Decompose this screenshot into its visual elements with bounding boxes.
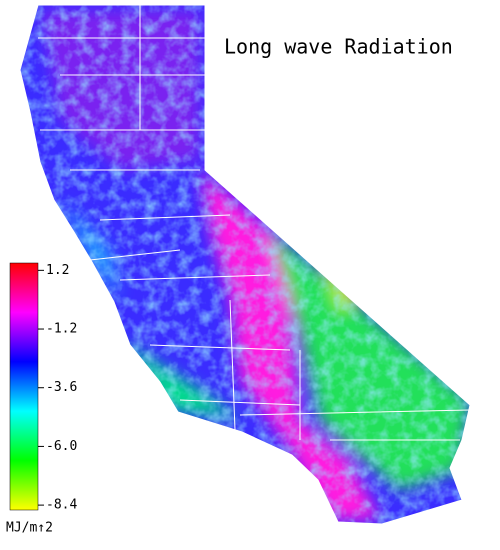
map-title: Long wave Radiation	[224, 35, 453, 59]
state-outline	[19, 4, 471, 525]
tick-label: 1.2	[46, 263, 69, 278]
county-lines	[38, 5, 470, 441]
colorbar-unit: MJ/m↑2	[6, 521, 53, 536]
tick-label: -8.4	[46, 498, 77, 513]
tick-label: -6.0	[46, 439, 77, 454]
colorbar	[9, 262, 39, 511]
tick-label: -1.2	[46, 322, 77, 337]
tick-label: -3.6	[46, 380, 77, 395]
colorbar-ticks: 1.2 -1.2 -3.6 -6.0 -8.4	[38, 263, 77, 513]
